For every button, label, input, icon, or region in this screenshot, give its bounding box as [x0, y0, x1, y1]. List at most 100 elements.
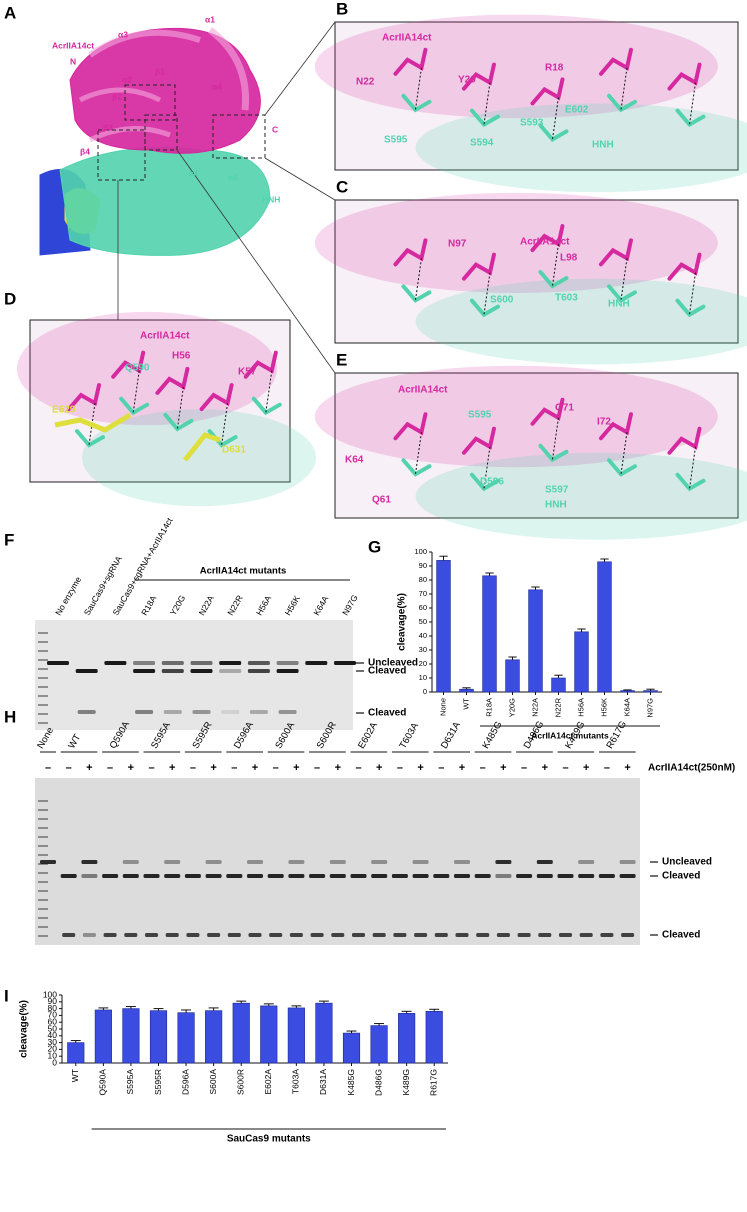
lane-sign: – [521, 762, 527, 774]
stick [606, 284, 637, 303]
y-tick-label: 60 [419, 603, 427, 612]
lane-sign: – [438, 762, 444, 774]
residue-label: G71 [555, 403, 574, 414]
lane-sign: – [66, 762, 72, 774]
band-label: Cleaved [662, 871, 700, 882]
lane-sign: + [583, 762, 589, 774]
gel-band [190, 669, 213, 673]
bg-hnh [415, 103, 747, 193]
lane-sign: – [355, 762, 361, 774]
ribbon-strand [78, 87, 162, 103]
x-tick-label: WT [70, 1069, 80, 1082]
residue-label: S597 [545, 485, 569, 496]
residue-label: S594 [470, 138, 494, 149]
residue-label: α4 [212, 81, 222, 91]
x-tick-label: None [438, 698, 447, 716]
bar [620, 690, 635, 693]
gel-band [621, 933, 635, 937]
stick [401, 284, 432, 303]
stick [155, 366, 190, 395]
stick [54, 412, 132, 433]
lane-label: N97G [340, 593, 360, 617]
lane-sign: + [335, 762, 341, 774]
residue-label: α4 [188, 168, 198, 178]
y-tick-label: 80 [419, 575, 427, 584]
gel-band [371, 874, 388, 878]
bar [232, 1002, 250, 1064]
bg-acr [314, 365, 718, 468]
gel-band [329, 860, 346, 864]
gel-band [164, 860, 181, 864]
residue-label: S595 [384, 135, 408, 146]
gel-band [331, 933, 345, 937]
ladder-band [38, 809, 48, 811]
stick [469, 472, 500, 492]
panel-letter: D [4, 289, 16, 308]
gel-band [248, 933, 262, 937]
stick [183, 432, 221, 462]
gel-band [496, 933, 510, 937]
error-bar [181, 1009, 192, 1013]
gel-band [190, 661, 213, 665]
x-tick-label: D631A [318, 1069, 328, 1095]
lane-label: SauCas9+sgRNA+AcrIIA14ct [110, 515, 174, 617]
gel-band [145, 933, 158, 937]
panel-letter: B [336, 0, 348, 18]
band-label: Uncleaved [662, 857, 712, 868]
bar [505, 659, 520, 693]
panel-letter: A [4, 3, 16, 22]
bar [597, 561, 612, 693]
lane-sign: – [273, 762, 279, 774]
residue-label: α1 [205, 14, 215, 24]
gel-band [135, 710, 154, 714]
gel-band [578, 874, 595, 878]
gel-band [47, 661, 69, 665]
ladder-band [38, 881, 48, 883]
ladder-band [38, 722, 48, 724]
gel-band [288, 860, 305, 864]
h-bond [483, 446, 491, 489]
bar [528, 589, 543, 693]
ladder-band [38, 935, 48, 937]
h-bond [688, 446, 696, 489]
gel-band [352, 933, 365, 937]
stick [393, 412, 428, 441]
ladder-band [38, 917, 48, 919]
gel-band [205, 860, 222, 864]
bg-acr [314, 192, 718, 293]
stick [119, 396, 150, 416]
gel-band [276, 661, 299, 665]
x-tick-label: WT [461, 698, 470, 710]
residue-label: H56 [172, 351, 191, 362]
lane-sign: – [231, 762, 237, 774]
gel-band [122, 874, 139, 878]
y-tick-label: 70 [419, 589, 427, 598]
residue-label: N97 [448, 239, 467, 250]
residue-label: I72 [597, 417, 611, 428]
residue-label: AcrIIA14ct [398, 385, 448, 396]
h-bond [414, 258, 422, 301]
stick [199, 383, 234, 412]
x-tick-label: H56K [599, 698, 608, 717]
residue-label: AcrIIA14ct [382, 33, 432, 44]
gel-band [62, 933, 76, 937]
error-bar [508, 656, 517, 660]
band-label: Cleaved [662, 930, 700, 941]
h-bond [483, 272, 491, 315]
connector [264, 157, 336, 201]
stick [530, 224, 565, 253]
residue-label: HNH [592, 140, 614, 151]
gel-band [207, 933, 221, 937]
h-bond [176, 386, 184, 429]
y-tick-label: 80 [48, 1003, 58, 1013]
y-tick-label: 90 [48, 996, 58, 1006]
bg-hnh [82, 409, 316, 507]
lane-sign: + [500, 762, 506, 774]
bg-hnh [415, 452, 747, 540]
ladder-band [38, 872, 48, 874]
residue-label: α2 [122, 74, 132, 84]
h-bond [551, 97, 559, 140]
bar [551, 677, 566, 693]
ladder-band [38, 845, 48, 847]
gel-band [434, 933, 448, 937]
